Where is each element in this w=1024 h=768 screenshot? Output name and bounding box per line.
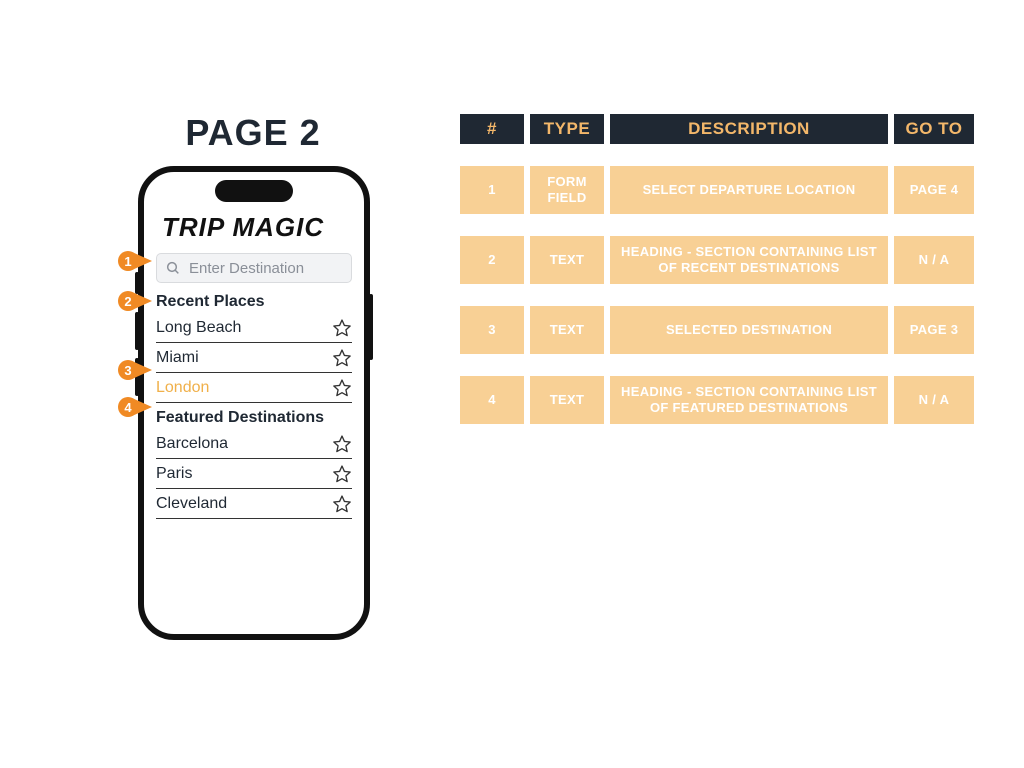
destination-item[interactable]: Paris (156, 459, 352, 489)
table-row: 3TEXTSELECTED DESTINATIONPAGE 3 (460, 306, 980, 354)
phone-side-button (369, 294, 373, 360)
table-header-cell: DESCRIPTION (610, 114, 888, 144)
table-cell: TEXT (530, 306, 604, 354)
page-title: PAGE 2 (153, 112, 353, 154)
search-placeholder: Enter Destination (189, 260, 304, 277)
table-row: 2TEXTHEADING - SECTION CONTAINING LIST O… (460, 236, 980, 284)
destination-label: London (156, 379, 209, 397)
star-icon[interactable] (332, 378, 352, 398)
table-cell: 1 (460, 166, 524, 214)
table-cell: 3 (460, 306, 524, 354)
callout-pointer: 4 (118, 397, 152, 417)
table-cell: FORM FIELD (530, 166, 604, 214)
destination-label: Miami (156, 349, 199, 367)
featured-destinations-list: Barcelona Paris Cleveland (156, 429, 352, 519)
search-input[interactable]: Enter Destination (156, 253, 352, 283)
callout-number: 2 (118, 291, 138, 311)
destination-item[interactable]: Cleveland (156, 489, 352, 519)
destination-item[interactable]: Long Beach (156, 313, 352, 343)
table-cell: N / A (894, 376, 974, 424)
star-icon[interactable] (332, 464, 352, 484)
table-cell: TEXT (530, 376, 604, 424)
phone-side-button (135, 312, 139, 350)
search-icon (165, 260, 181, 276)
callout-number: 4 (118, 397, 138, 417)
table-header-cell: GO TO (894, 114, 974, 144)
destination-label: Cleveland (156, 495, 227, 513)
table-cell: PAGE 3 (894, 306, 974, 354)
recent-places-list: Long Beach Miami London (156, 313, 352, 403)
table-cell: N / A (894, 236, 974, 284)
star-icon[interactable] (332, 434, 352, 454)
destination-label: Long Beach (156, 319, 241, 337)
annotation-table: #TYPEDESCRIPTIONGO TO 1FORM FIELDSELECT … (460, 114, 980, 446)
table-cell: SELECT DEPARTURE LOCATION (610, 166, 888, 214)
app-title: TRIP MAGIC (162, 212, 352, 243)
callout-pointer: 3 (118, 360, 152, 380)
phone-screen: TRIP MAGIC Enter Destination Recent Plac… (156, 212, 352, 622)
table-cell: HEADING - SECTION CONTAINING LIST OF REC… (610, 236, 888, 284)
phone-mockup: TRIP MAGIC Enter Destination Recent Plac… (138, 166, 370, 640)
star-icon[interactable] (332, 494, 352, 514)
phone-notch (215, 180, 293, 202)
table-header-cell: TYPE (530, 114, 604, 144)
recent-places-heading: Recent Places (156, 293, 352, 311)
table-row: 1FORM FIELDSELECT DEPARTURE LOCATIONPAGE… (460, 166, 980, 214)
callout-pointer: 1 (118, 251, 152, 271)
destination-label: Barcelona (156, 435, 228, 453)
table-cell: 2 (460, 236, 524, 284)
destination-label: Paris (156, 465, 192, 483)
star-icon[interactable] (332, 318, 352, 338)
table-cell: TEXT (530, 236, 604, 284)
destination-item[interactable]: London (156, 373, 352, 403)
destination-item[interactable]: Miami (156, 343, 352, 373)
table-header-row: #TYPEDESCRIPTIONGO TO (460, 114, 980, 144)
table-cell: PAGE 4 (894, 166, 974, 214)
featured-destinations-heading: Featured Destinations (156, 409, 352, 427)
callout-pointer: 2 (118, 291, 152, 311)
callout-number: 3 (118, 360, 138, 380)
callout-number: 1 (118, 251, 138, 271)
table-row: 4TEXTHEADING - SECTION CONTAINING LIST O… (460, 376, 980, 424)
table-cell: HEADING - SECTION CONTAINING LIST OF FEA… (610, 376, 888, 424)
destination-item[interactable]: Barcelona (156, 429, 352, 459)
table-cell: SELECTED DESTINATION (610, 306, 888, 354)
star-icon[interactable] (332, 348, 352, 368)
table-header-cell: # (460, 114, 524, 144)
table-cell: 4 (460, 376, 524, 424)
